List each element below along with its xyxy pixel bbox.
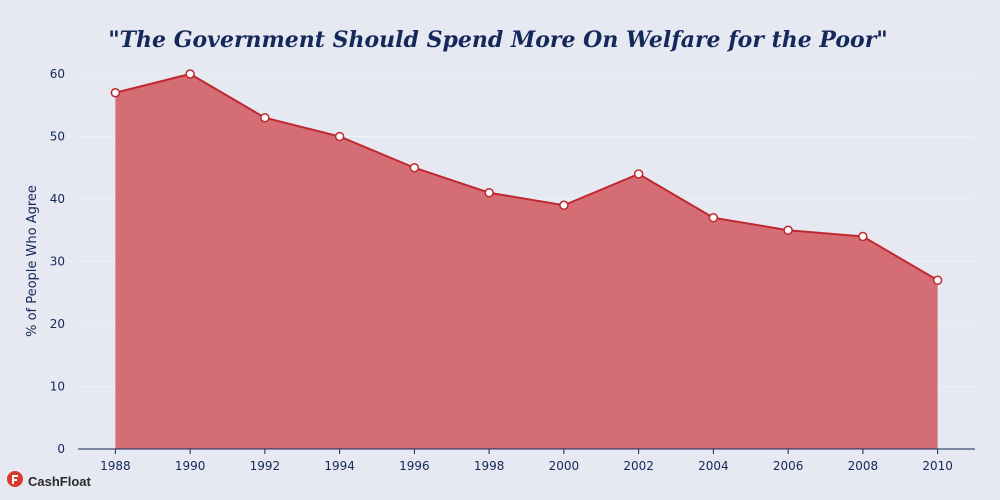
x-tick-label: 2004 <box>698 459 729 473</box>
x-tick-label: 2010 <box>922 459 953 473</box>
data-point <box>185 69 195 79</box>
x-tick-label: 1996 <box>399 459 430 473</box>
data-point <box>334 131 345 142</box>
series-fill <box>115 74 938 449</box>
x-tick-label: 1988 <box>100 459 131 473</box>
data-point <box>559 200 569 210</box>
cashfloat-logo: CashFloat <box>6 470 91 492</box>
y-tick-label: 20 <box>50 317 65 331</box>
data-point <box>110 88 121 98</box>
data-point <box>484 188 494 198</box>
data-point <box>783 225 793 235</box>
data-point <box>708 213 719 223</box>
data-point <box>409 163 420 173</box>
y-tick-label: 10 <box>50 380 65 394</box>
x-tick-label: 1998 <box>474 459 505 473</box>
cashfloat-logo-icon <box>6 470 24 492</box>
data-point <box>260 113 270 123</box>
x-tick-label: 1990 <box>175 459 206 473</box>
data-point <box>633 169 644 179</box>
y-tick-label: 30 <box>50 255 65 269</box>
chart-title: "The Government Should Spend More On Wel… <box>108 27 888 53</box>
logo-text: CashFloat <box>28 473 91 489</box>
series-area <box>110 69 943 449</box>
data-point <box>858 231 868 242</box>
x-tick-label: 2006 <box>773 459 804 473</box>
y-axis-label: % of People Who Agree <box>25 185 40 337</box>
axes: 0 10 20 30 40 50 60 1988 1990 1992 1994 1996 1998 200… <box>50 67 975 473</box>
series-line <box>115 72 939 282</box>
x-tick-label: 1994 <box>324 459 355 473</box>
y-tick-label: 60 <box>50 67 65 81</box>
y-tick-label: 40 <box>50 192 65 206</box>
x-tick-label: 2008 <box>848 459 879 473</box>
x-tick-label: 2000 <box>549 459 580 473</box>
y-tick-label: 50 <box>50 130 65 144</box>
x-tick-label: 2002 <box>623 459 654 473</box>
x-tick-label: 1992 <box>250 459 281 473</box>
y-tick-label: 0 <box>57 442 65 456</box>
data-point <box>932 275 943 285</box>
